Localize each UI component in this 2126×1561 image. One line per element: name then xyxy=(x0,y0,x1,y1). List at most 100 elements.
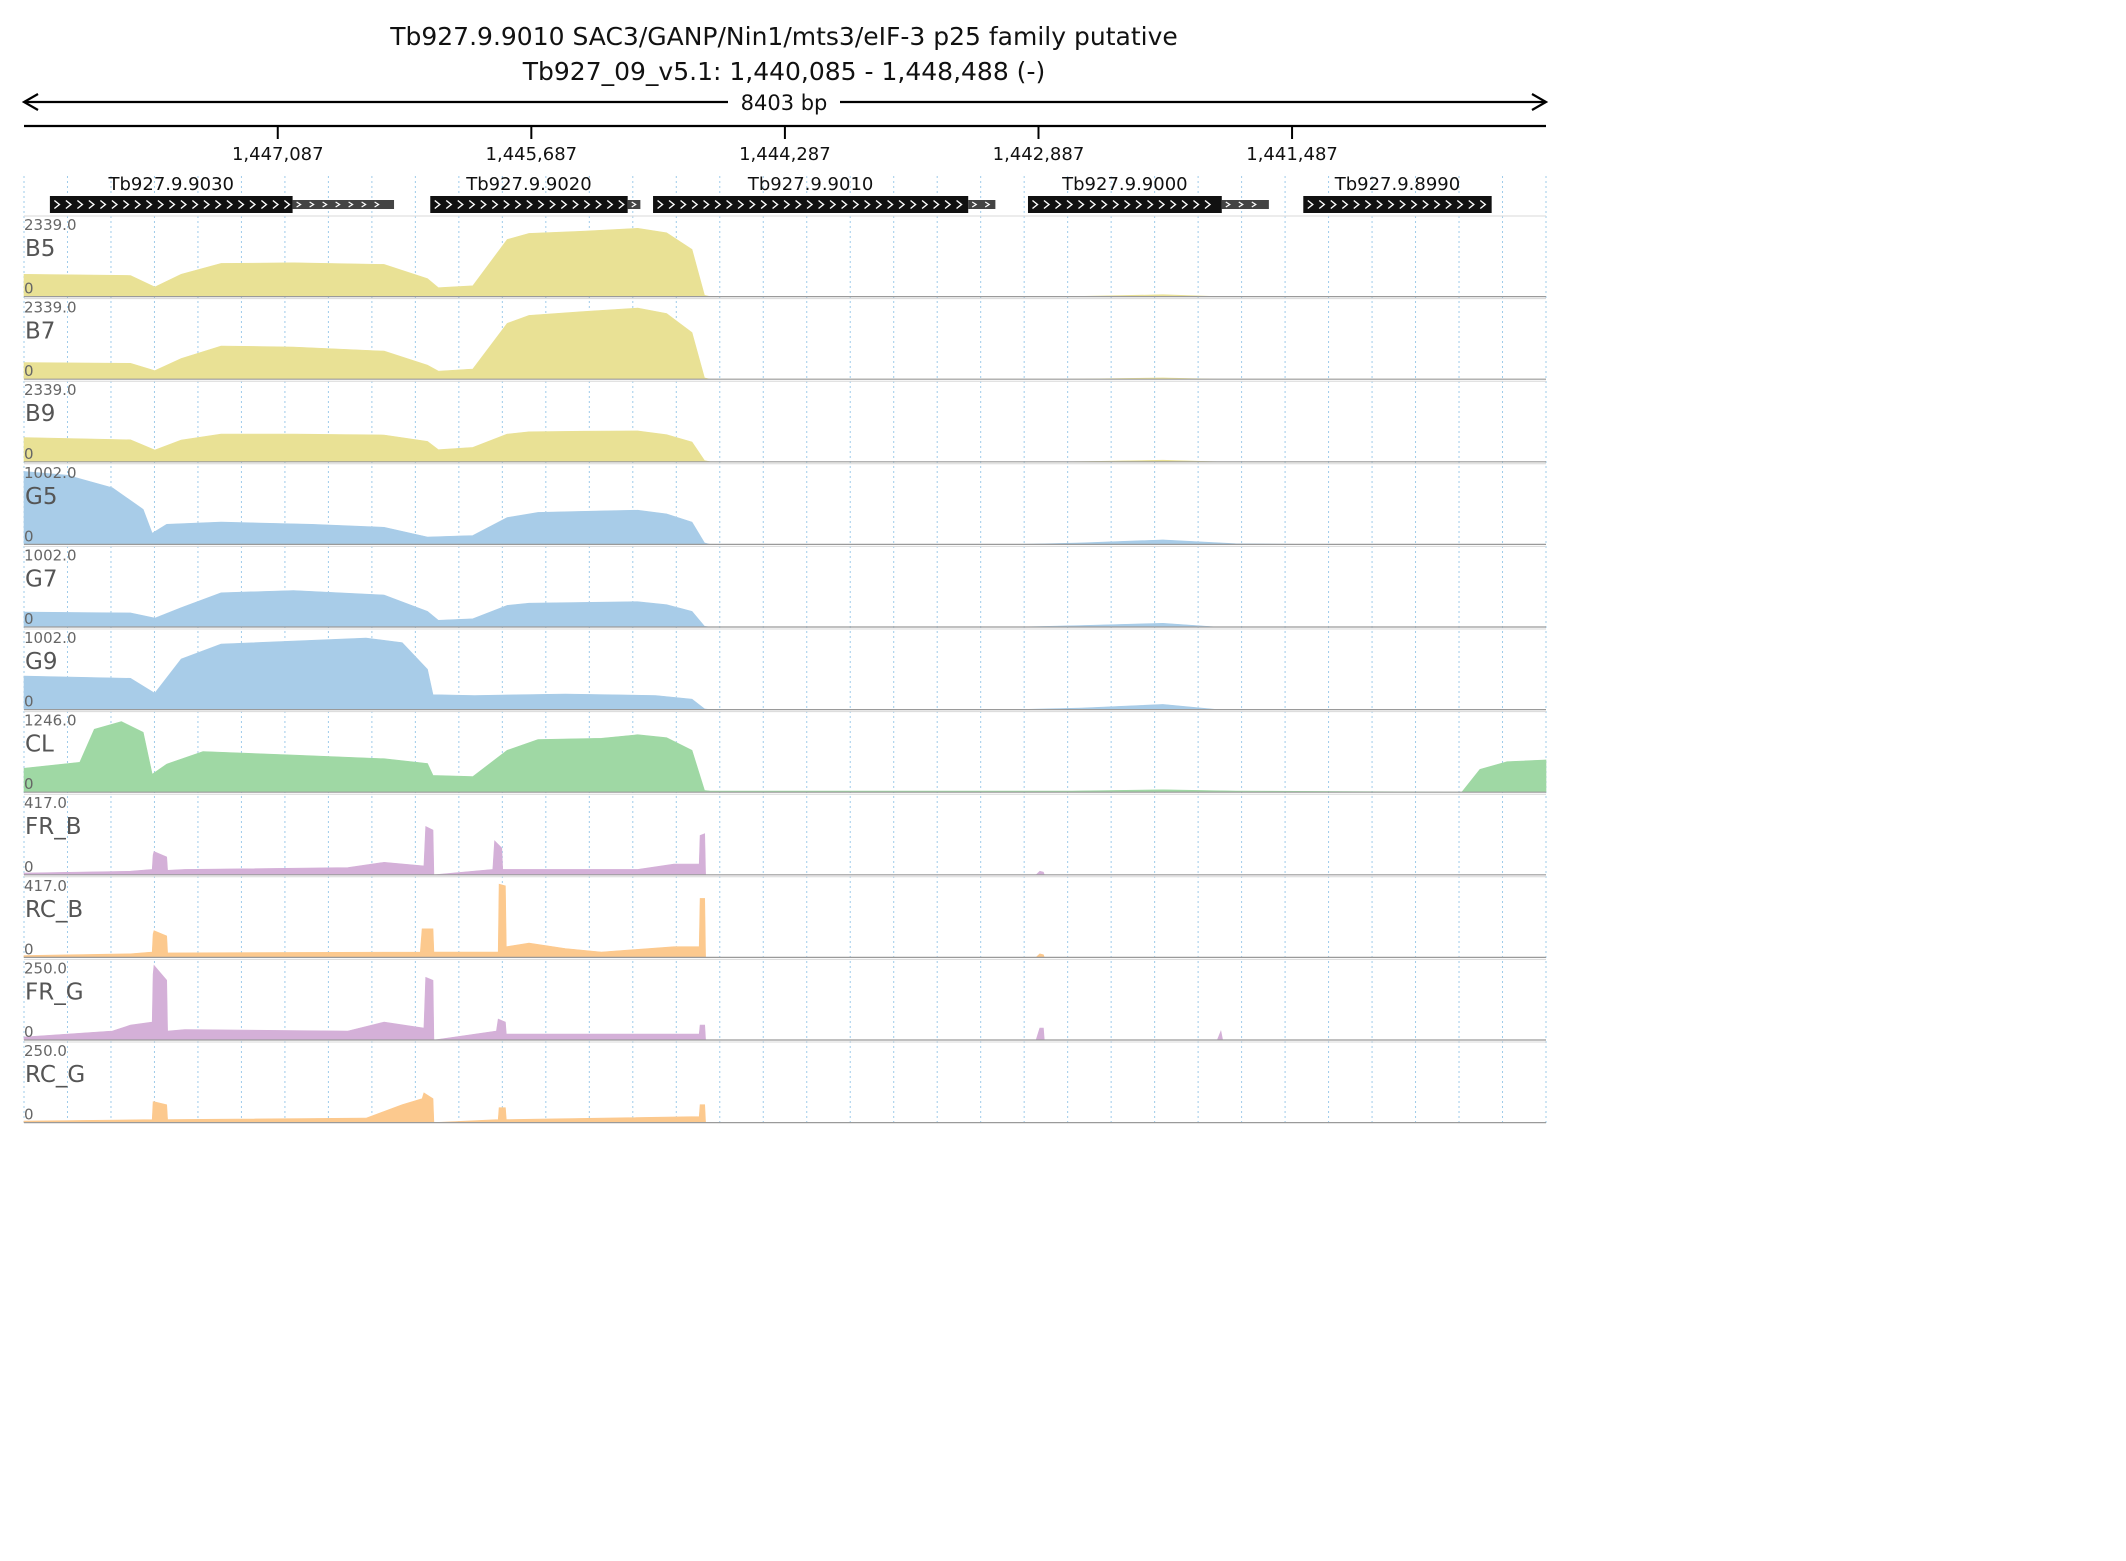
strand-arrow xyxy=(1318,199,1326,210)
strand-arrow xyxy=(537,199,545,210)
strand-arrow xyxy=(1066,199,1074,210)
strand-arrow xyxy=(1181,199,1189,210)
strand-arrow xyxy=(1307,199,1314,210)
track-cl: 1246.0 CL 0 xyxy=(23,711,1547,793)
strand-arrow xyxy=(249,199,257,210)
strand-arrow xyxy=(944,199,952,210)
coverage-tracks: 2339.0B502339.0B702339.0B901002.0G501002… xyxy=(23,215,1547,1124)
strand-arrow xyxy=(1376,199,1383,210)
strand-arrow xyxy=(260,199,268,210)
tick-label: 1,441,487 xyxy=(1246,144,1338,165)
strand-arrow xyxy=(875,199,883,210)
coverage-area xyxy=(23,883,1546,958)
track-g9: 1002.0 G9 0 xyxy=(23,628,1546,711)
strand-arrow xyxy=(1124,199,1131,210)
strand-arrow xyxy=(168,199,176,210)
strand-arrow xyxy=(434,199,441,210)
strand-arrow xyxy=(111,199,119,210)
strand-arrow xyxy=(760,199,768,210)
strand-arrow xyxy=(53,199,61,210)
strand-arrow xyxy=(180,199,188,210)
strand-arrow xyxy=(1101,199,1108,210)
strand-arrow xyxy=(818,199,825,210)
strand-arrow xyxy=(1135,199,1143,210)
strand-arrow xyxy=(1251,201,1257,208)
strand-arrow xyxy=(583,199,591,210)
strand-arrow xyxy=(1479,199,1487,210)
strand-arrow xyxy=(1422,199,1429,210)
gene-label: Tb927.9.9020 xyxy=(465,174,591,195)
strand-arrow xyxy=(783,199,791,210)
track-max-label: 1002.0 xyxy=(24,629,77,647)
strand-arrow xyxy=(1445,199,1452,210)
track-zero-label: 0 xyxy=(24,610,34,628)
strand-arrow xyxy=(374,201,380,208)
tick-label: 1,442,887 xyxy=(993,144,1085,165)
strand-arrow xyxy=(898,199,906,210)
coverage-area xyxy=(23,826,1546,876)
tick-label: 1,444,287 xyxy=(739,144,831,165)
track-max-label: 417.0 xyxy=(24,794,67,812)
gene-Tb927.9.9020: Tb927.9.9020 xyxy=(430,174,641,213)
strand-arrow xyxy=(691,199,699,210)
track-max-label: 2339.0 xyxy=(24,381,77,399)
strand-arrow xyxy=(1204,199,1212,210)
track-max-label: 2339.0 xyxy=(24,216,77,234)
strand-arrow xyxy=(795,199,802,210)
strand-arrow xyxy=(984,201,991,208)
strand-arrow xyxy=(772,199,779,210)
gene-utr xyxy=(292,200,395,209)
strand-arrow xyxy=(572,199,579,210)
strand-arrow xyxy=(1078,199,1085,210)
span-arrow xyxy=(21,93,1549,111)
strand-arrow xyxy=(335,201,341,208)
track-rc-b: 417.0 RC_B 0 xyxy=(23,876,1546,958)
track-name: B7 xyxy=(25,319,55,345)
strand-arrow xyxy=(1032,199,1039,210)
track-name: G7 xyxy=(25,566,57,592)
strand-arrow xyxy=(864,199,871,210)
strand-arrow xyxy=(348,201,354,208)
gene-utr xyxy=(627,200,641,209)
strand-arrow xyxy=(226,199,234,210)
coverage-chart: Tb927.9.9010 SAC3/GANP/Nin1/mts3/eIF-3 p… xyxy=(21,22,1549,1124)
strand-arrow xyxy=(1364,199,1372,210)
coverage-area xyxy=(23,307,1546,380)
strand-arrow xyxy=(1225,201,1231,208)
strand-arrow xyxy=(1353,199,1360,210)
strand-arrow xyxy=(737,199,745,210)
strand-arrow xyxy=(714,199,722,210)
strand-arrow xyxy=(921,199,929,210)
strand-arrow xyxy=(480,199,487,210)
track-g5: 1002.0 G5 0 xyxy=(23,463,1546,545)
strand-arrow xyxy=(829,199,837,210)
track-name: G5 xyxy=(25,484,57,510)
strand-arrow xyxy=(309,201,315,208)
strand-arrow xyxy=(122,199,130,210)
strand-arrow xyxy=(445,199,453,210)
gene-cds xyxy=(653,196,969,213)
strand-arrow xyxy=(526,199,533,210)
strand-arrow xyxy=(76,199,84,210)
track-name: B5 xyxy=(25,236,55,262)
coverage-area xyxy=(23,430,1546,463)
track-max-label: 250.0 xyxy=(24,1042,67,1060)
strand-arrow xyxy=(191,199,199,210)
gene-label: Tb927.9.8990 xyxy=(1334,174,1460,195)
strand-arrow xyxy=(1158,199,1166,210)
track-name: RC_B xyxy=(25,897,83,923)
strand-arrow xyxy=(956,199,963,210)
span-length-label: 8403 bp xyxy=(741,91,828,115)
strand-arrow xyxy=(852,199,860,210)
strand-arrow xyxy=(726,199,733,210)
tick-label: 1,447,087 xyxy=(232,144,324,165)
strand-arrow xyxy=(618,199,625,210)
track-rc-g: 250.0 RC_G 0 xyxy=(23,1041,1546,1124)
strand-arrow xyxy=(887,199,894,210)
strand-arrow xyxy=(491,199,499,210)
strand-arrow xyxy=(1387,199,1395,210)
coverage-area xyxy=(23,1092,1546,1123)
track-b5: 2339.0 B5 0 xyxy=(23,215,1546,298)
strand-arrow xyxy=(595,199,602,210)
track-fr-b: 417.0 FR_B 0 xyxy=(23,793,1546,876)
